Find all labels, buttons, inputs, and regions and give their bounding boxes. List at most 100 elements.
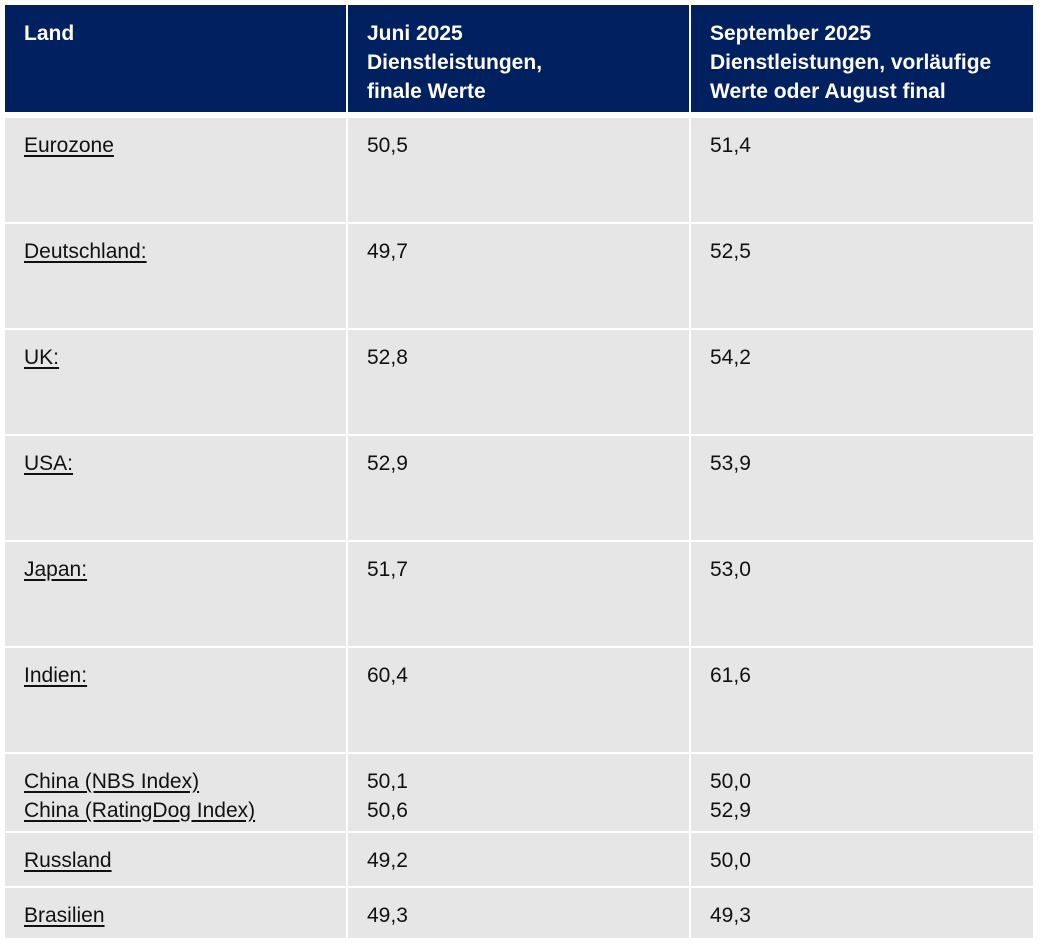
table-cell: UK: bbox=[5, 330, 346, 434]
country-link[interactable]: USA: bbox=[24, 452, 74, 475]
country-link[interactable]: Indien: bbox=[24, 664, 88, 687]
cell-line: 51,4 bbox=[710, 131, 1014, 160]
cell-line: 49,3 bbox=[367, 901, 670, 930]
cell-line: 53,9 bbox=[710, 449, 1014, 478]
country-link[interactable]: UK: bbox=[24, 346, 60, 369]
cell-text: 52,8 bbox=[367, 346, 408, 369]
cell-text: 49,2 bbox=[367, 849, 408, 872]
cell-line: Dienstleistungen, vorläufige bbox=[710, 48, 1014, 77]
table-cell: 61,6 bbox=[691, 648, 1033, 752]
country-link[interactable]: Russland bbox=[24, 849, 112, 872]
header-cell: September 2025 Dienstleistungen, vorläufi… bbox=[691, 5, 1033, 112]
table-cell: Japan: bbox=[5, 542, 346, 646]
header-cell: Land bbox=[5, 5, 346, 112]
table-cell: 53,9 bbox=[691, 436, 1033, 540]
cell-line: 52,8 bbox=[367, 343, 670, 372]
cell-line: 50,0 bbox=[710, 846, 1014, 875]
cell-text: 49,3 bbox=[367, 904, 408, 927]
cell-text: September 2025 bbox=[710, 22, 872, 45]
table-cell: 53,0 bbox=[691, 542, 1033, 646]
cell-line: finale Werte bbox=[367, 77, 670, 106]
cell-text: 50,0 bbox=[710, 770, 751, 793]
cell-text: 53,0 bbox=[710, 558, 751, 581]
table-cell: 50,0 52,9 bbox=[691, 754, 1033, 831]
table-cell: China (NBS Index) China (RatingDog Index) bbox=[5, 754, 346, 831]
country-link[interactable]: China (RatingDog Index) bbox=[24, 799, 256, 822]
cell-text: Dienstleistungen, bbox=[367, 51, 543, 74]
table-cell: 50,0 bbox=[691, 833, 1033, 886]
table-cell: 60,4 bbox=[348, 648, 689, 752]
table-cell: 50,5 bbox=[348, 118, 689, 222]
country-link[interactable]: China (NBS Index) bbox=[24, 770, 200, 793]
cell-line: 52,5 bbox=[710, 237, 1014, 266]
table-cell: Indien: bbox=[5, 648, 346, 752]
cell-line: Indien: bbox=[24, 661, 327, 690]
cell-line: 49,7 bbox=[367, 237, 670, 266]
table-cell: Deutschland: bbox=[5, 224, 346, 328]
table-cell: Brasilien bbox=[5, 888, 346, 938]
cell-line: September 2025 bbox=[710, 19, 1014, 48]
cell-text: Dienstleistungen, vorläufige bbox=[710, 51, 992, 74]
table-cell: 49,3 bbox=[691, 888, 1033, 938]
cell-line: Brasilien bbox=[24, 901, 327, 930]
cell-line: 50,5 bbox=[367, 131, 670, 160]
cell-line: USA: bbox=[24, 449, 327, 478]
cell-line: China (RatingDog Index) bbox=[24, 796, 327, 825]
cell-line: Juni 2025 bbox=[367, 19, 670, 48]
cell-line: 49,3 bbox=[710, 901, 1014, 930]
cell-text: 60,4 bbox=[367, 664, 408, 687]
cell-line: 50,6 bbox=[367, 796, 670, 825]
table-cell: 52,5 bbox=[691, 224, 1033, 328]
table-cell: Eurozone bbox=[5, 118, 346, 222]
cell-text: Land bbox=[24, 22, 75, 45]
country-link[interactable]: Brasilien bbox=[24, 904, 105, 927]
cell-line: Werte oder August final bbox=[710, 77, 1014, 106]
cell-text: 49,7 bbox=[367, 240, 408, 263]
cell-text: 52,9 bbox=[367, 452, 408, 475]
country-link[interactable]: Eurozone bbox=[24, 134, 114, 157]
table-cell: 49,2 bbox=[348, 833, 689, 886]
header-cell: Juni 2025 Dienstleistungen, finale Werte bbox=[348, 5, 689, 112]
cell-line: China (NBS Index) bbox=[24, 767, 327, 796]
cell-text: Juni 2025 bbox=[367, 22, 463, 45]
cell-text: 53,9 bbox=[710, 452, 751, 475]
country-link[interactable]: Japan: bbox=[24, 558, 88, 581]
cell-text: 50,6 bbox=[367, 799, 408, 822]
cell-text: 51,4 bbox=[710, 134, 751, 157]
cell-text: 51,7 bbox=[367, 558, 408, 581]
cell-line: 61,6 bbox=[710, 661, 1014, 690]
cell-line: Japan: bbox=[24, 555, 327, 584]
table-cell: 51,4 bbox=[691, 118, 1033, 222]
cell-text: 50,0 bbox=[710, 849, 751, 872]
cell-line: Eurozone bbox=[24, 131, 327, 160]
cell-text: 50,1 bbox=[367, 770, 408, 793]
table-cell: 49,7 bbox=[348, 224, 689, 328]
cell-text: 61,6 bbox=[710, 664, 751, 687]
cell-line: UK: bbox=[24, 343, 327, 372]
table-cell: USA: bbox=[5, 436, 346, 540]
cell-text: 52,9 bbox=[710, 799, 751, 822]
table-cell: 52,9 bbox=[348, 436, 689, 540]
cell-line: Deutschland: bbox=[24, 237, 327, 266]
cell-line: 51,7 bbox=[367, 555, 670, 584]
cell-text: Werte oder August final bbox=[710, 80, 946, 103]
cell-line: 60,4 bbox=[367, 661, 670, 690]
cell-line: 50,1 bbox=[367, 767, 670, 796]
cell-line: 54,2 bbox=[710, 343, 1014, 372]
cell-line: Dienstleistungen, bbox=[367, 48, 670, 77]
table-cell: 52,8 bbox=[348, 330, 689, 434]
cell-line: 52,9 bbox=[710, 796, 1014, 825]
cell-text: 52,5 bbox=[710, 240, 751, 263]
table-cell: 51,7 bbox=[348, 542, 689, 646]
table-cell: Russland bbox=[5, 833, 346, 886]
table-cell: 54,2 bbox=[691, 330, 1033, 434]
country-link[interactable]: Deutschland: bbox=[24, 240, 147, 263]
cell-text: 49,3 bbox=[710, 904, 751, 927]
table-cell: 49,3 bbox=[348, 888, 689, 938]
cell-text: 54,2 bbox=[710, 346, 751, 369]
cell-line: 53,0 bbox=[710, 555, 1014, 584]
cell-text: finale Werte bbox=[367, 80, 486, 103]
cell-line: 52,9 bbox=[367, 449, 670, 478]
cell-line: Land bbox=[24, 19, 327, 48]
